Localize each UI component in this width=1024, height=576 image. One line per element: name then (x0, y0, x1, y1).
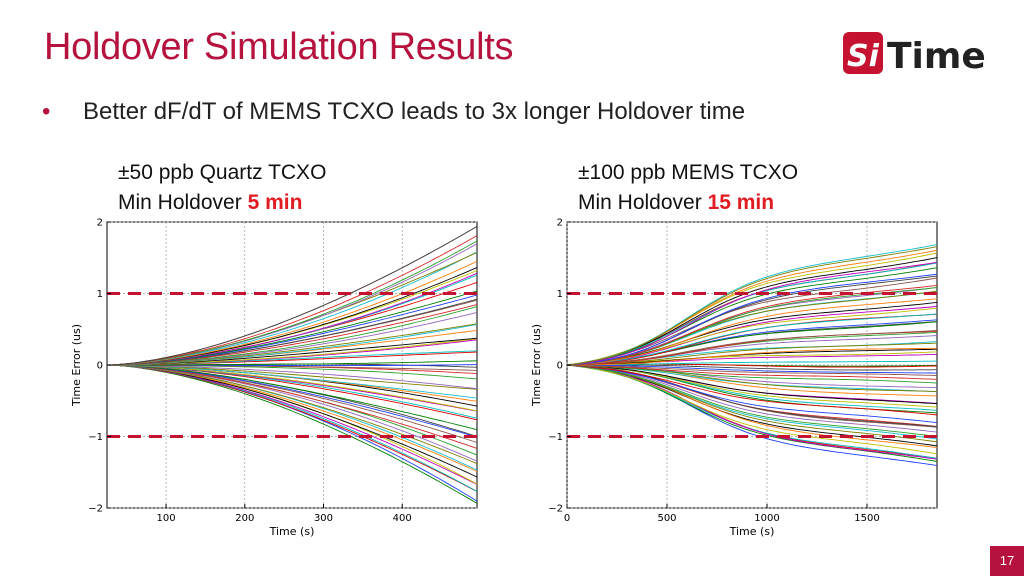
left-caption-prefix: Min Holdover (118, 191, 248, 214)
x-tick-label: 500 (657, 513, 676, 524)
logo-si-text: Si (847, 39, 880, 74)
series-line (566, 364, 938, 371)
series-line (566, 364, 938, 455)
y-axis-label: Time Error (us) (70, 324, 83, 407)
y-axis-label: Time Error (us) (530, 324, 543, 407)
series-line (106, 226, 478, 366)
series-line (566, 246, 938, 366)
left-panel-caption: ±50 ppb Quartz TCXO Min Holdover 5 min (118, 158, 326, 218)
x-tick-label: 0 (564, 513, 570, 524)
series-line (106, 364, 478, 465)
series-line (106, 364, 478, 431)
series-line (566, 330, 938, 366)
series-line (566, 348, 938, 366)
logo-time-text: Time (887, 36, 986, 77)
right-caption-line1: ±100 ppb MEMS TCXO (578, 161, 799, 184)
series-line (567, 364, 938, 374)
x-tick-label: 100 (156, 513, 175, 524)
y-tick-label: 2 (97, 218, 103, 229)
series-line (566, 364, 938, 433)
series-line (566, 364, 938, 416)
series-line (566, 364, 938, 384)
page-number: 17 (990, 546, 1024, 576)
series-line (106, 260, 478, 366)
y-tick-label: −2 (88, 504, 103, 515)
series-bundle (106, 226, 478, 504)
left-caption-highlight: 5 min (247, 191, 303, 214)
series-line (566, 298, 938, 366)
series-line (566, 267, 938, 366)
quartz-tcxo-chart: 100 200 300 400 −2 −1 0 1 2 Time (s) Time Error (u… (70, 218, 478, 538)
y-tick-label: 0 (97, 361, 103, 372)
series-line (566, 313, 938, 366)
bullet-marker: • (42, 98, 51, 125)
series-line (566, 364, 938, 380)
x-tick-label: 1500 (854, 513, 879, 524)
series-line (566, 287, 938, 366)
series-line (566, 284, 938, 366)
series-line (567, 347, 937, 366)
x-axis-label: Time (s) (729, 525, 775, 538)
series-bundle (566, 244, 938, 467)
x-tick-label: 1000 (754, 513, 779, 524)
series-line (566, 262, 938, 366)
series-line (107, 364, 478, 390)
bullet-text: Better dF/dT of MEMS TCXO leads to 3x lo… (83, 98, 746, 125)
series-line (566, 273, 938, 366)
series-line (566, 364, 938, 460)
series-line (566, 364, 938, 405)
series-line (566, 364, 938, 376)
y-tick-label: 2 (557, 218, 563, 229)
series-line (566, 261, 938, 366)
y-tick-label: 1 (97, 289, 103, 300)
left-caption-line2: Min Holdover 5 min (118, 188, 326, 218)
left-caption-line1: ±50 ppb Quartz TCXO (118, 161, 327, 184)
y-tick-label: −2 (548, 504, 563, 515)
x-axis-label: Time (s) (269, 525, 315, 538)
y-tick-label: −1 (88, 432, 103, 443)
series-line (566, 301, 938, 366)
series-line (107, 364, 478, 399)
y-tick-label: 0 (557, 361, 563, 372)
x-tick-label: 200 (235, 513, 254, 524)
slide-title: Holdover Simulation Results (44, 26, 514, 68)
x-tick-label: 400 (393, 513, 412, 524)
right-panel-caption: ±100 ppb MEMS TCXO Min Holdover 15 min (578, 158, 798, 218)
series-line (106, 364, 478, 504)
right-caption-line2: Min Holdover 15 min (578, 188, 798, 218)
y-tick-label: 1 (557, 289, 563, 300)
series-line (567, 360, 938, 366)
right-caption-prefix: Min Holdover (578, 191, 708, 214)
right-caption-highlight: 15 min (707, 191, 775, 214)
series-line (566, 305, 938, 366)
series-line (566, 364, 938, 408)
series-line (107, 360, 478, 366)
sitime-logo: Si Time (843, 32, 986, 77)
logo-badge (843, 32, 883, 74)
mems-tcxo-chart: 0 500 1000 1500 −2 −1 0 1 2 Time (s) Time Error (u… (530, 218, 938, 538)
series-line (566, 342, 938, 366)
series-line (566, 364, 938, 438)
series-line (106, 240, 478, 366)
series-line (566, 364, 938, 424)
x-tick-label: 300 (314, 513, 333, 524)
y-tick-label: −1 (548, 432, 563, 443)
series-line (106, 235, 478, 366)
